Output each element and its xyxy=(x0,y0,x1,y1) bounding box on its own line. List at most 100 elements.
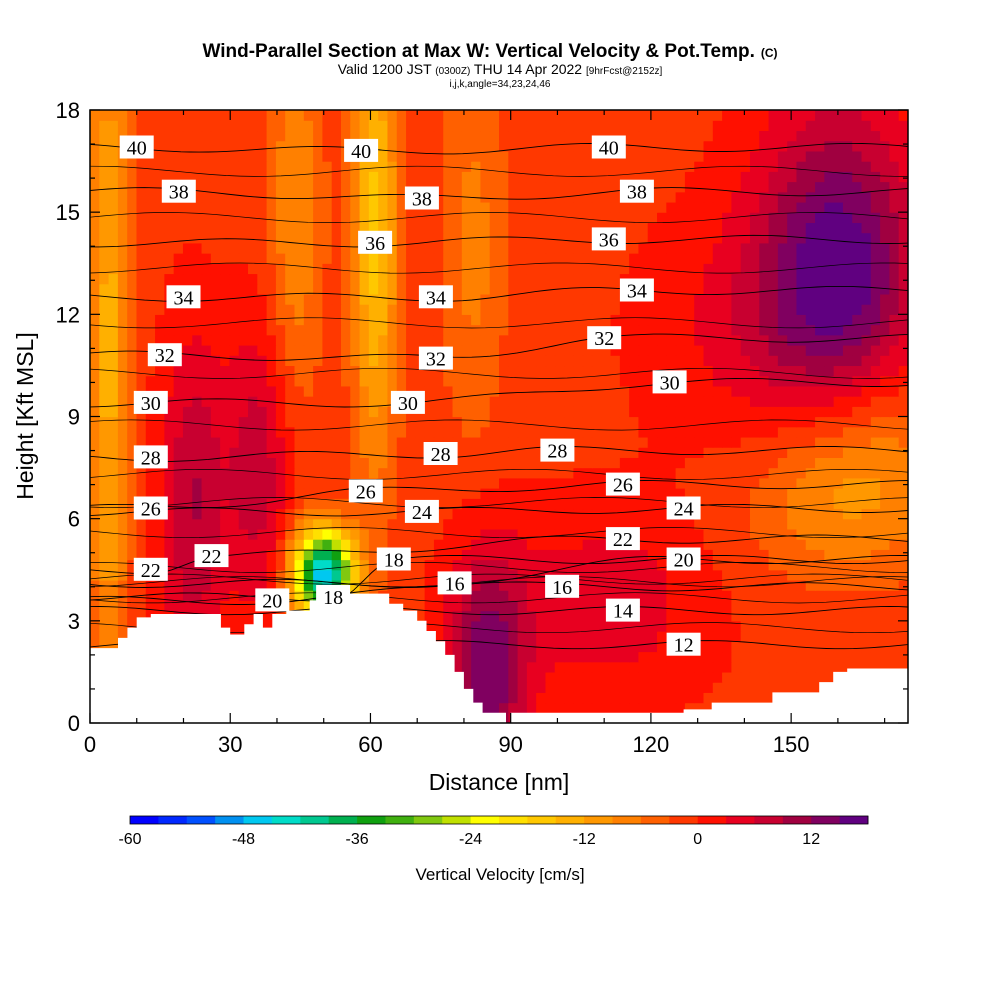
field-cell xyxy=(294,498,305,510)
field-cell xyxy=(387,253,398,264)
field-cell xyxy=(108,416,119,428)
field-cell xyxy=(266,201,277,213)
field-cell xyxy=(889,324,900,336)
field-cell xyxy=(275,253,286,264)
field-cell xyxy=(759,334,770,346)
field-cell xyxy=(155,232,165,244)
field-cell xyxy=(787,539,798,550)
field-cell xyxy=(499,396,509,407)
field-cell xyxy=(787,651,798,663)
field-cell xyxy=(201,253,212,264)
field-cell xyxy=(573,671,584,683)
field-cell xyxy=(443,375,454,387)
field-cell xyxy=(471,488,482,499)
field-cell xyxy=(480,467,491,479)
field-cell xyxy=(749,620,760,632)
field-cell xyxy=(759,651,770,663)
field-cell xyxy=(787,518,798,530)
field-cell xyxy=(526,508,537,520)
field-cell xyxy=(684,283,695,295)
field-cell xyxy=(285,253,296,264)
field-cell xyxy=(294,201,305,213)
field-cell xyxy=(461,253,472,264)
field-cell xyxy=(740,171,751,183)
field-cell xyxy=(508,682,519,693)
field-cell xyxy=(657,426,667,438)
field-cell xyxy=(666,283,677,295)
field-cell xyxy=(898,293,908,305)
field-cell xyxy=(898,477,908,489)
field-cell xyxy=(526,161,537,172)
field-cell xyxy=(340,181,351,193)
field-cell xyxy=(815,263,825,275)
field-cell xyxy=(675,539,686,550)
field-cell xyxy=(285,600,296,612)
field-cell xyxy=(368,467,379,479)
field-cell xyxy=(610,406,621,418)
field-cell xyxy=(582,191,593,203)
field-cell xyxy=(229,518,240,530)
field-cell xyxy=(582,488,593,499)
field-cell xyxy=(870,171,881,183)
field-cell xyxy=(526,702,537,714)
field-cell xyxy=(666,416,677,428)
field-cell xyxy=(694,253,705,264)
field-cell xyxy=(461,477,472,489)
field-cell xyxy=(861,631,872,642)
field-cell xyxy=(257,549,268,561)
field-cell xyxy=(238,569,249,581)
field-cell xyxy=(805,671,816,683)
field-cell xyxy=(647,467,658,479)
field-cell xyxy=(842,620,853,632)
field-cell xyxy=(220,610,231,622)
field-cell xyxy=(489,692,500,704)
field-cell xyxy=(387,161,398,172)
field-cell xyxy=(340,201,351,213)
field-cell xyxy=(749,508,760,520)
field-cell xyxy=(257,263,268,275)
field-cell xyxy=(722,150,732,162)
field-cell xyxy=(796,426,807,438)
field-cell xyxy=(777,416,788,428)
field-cell xyxy=(731,498,742,510)
field-cell xyxy=(824,457,835,469)
field-cell xyxy=(712,263,723,275)
field-cell xyxy=(127,498,138,510)
field-cell xyxy=(526,304,537,315)
field-cell xyxy=(833,559,844,571)
field-cell xyxy=(759,569,770,581)
field-cell xyxy=(833,365,844,377)
field-cell xyxy=(870,355,881,367)
field-cell xyxy=(564,253,574,264)
field-cell xyxy=(870,539,881,550)
field-cell xyxy=(777,334,788,346)
field-cell xyxy=(136,232,147,244)
field-cell xyxy=(889,334,900,346)
field-cell xyxy=(898,579,908,591)
field-cell xyxy=(833,569,844,581)
field-cell xyxy=(322,447,333,458)
field-cell xyxy=(694,314,705,326)
field-cell xyxy=(145,283,156,295)
field-cell xyxy=(880,396,891,407)
field-cell xyxy=(712,365,723,377)
field-cell xyxy=(229,447,240,458)
field-cell xyxy=(192,171,203,183)
field-cell xyxy=(861,579,872,591)
field-cell xyxy=(545,498,556,510)
field-cell xyxy=(777,631,788,642)
field-cell xyxy=(768,212,779,223)
field-cell xyxy=(889,253,900,264)
field-cell xyxy=(526,600,537,612)
field-cell xyxy=(647,304,658,315)
field-cell xyxy=(99,436,110,448)
field-cell xyxy=(870,181,881,193)
field-cell xyxy=(471,498,482,510)
field-cell xyxy=(443,334,454,346)
field-cell xyxy=(880,334,891,346)
field-cell xyxy=(768,477,779,489)
field-cell xyxy=(350,344,361,356)
field-cell xyxy=(517,232,528,244)
field-cell xyxy=(155,334,165,346)
field-cell xyxy=(684,518,695,530)
